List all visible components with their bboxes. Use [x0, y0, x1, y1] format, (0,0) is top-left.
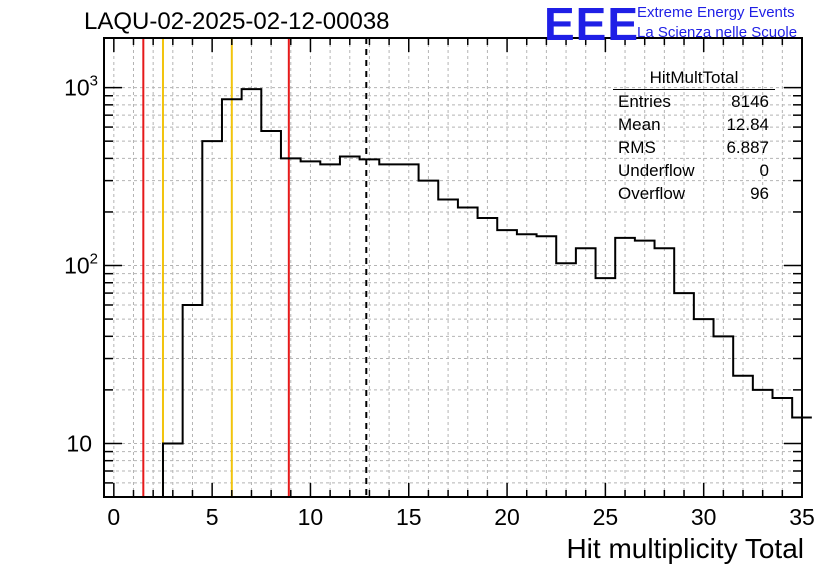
stats-row-overflow: Overflow 96: [613, 182, 775, 205]
stats-label: Underflow: [618, 161, 695, 180]
y-tick-label: 103: [64, 73, 98, 101]
stats-label: Mean: [618, 115, 661, 134]
stats-label: Entries: [618, 92, 671, 111]
y-tick-label: 10: [66, 430, 92, 456]
y-tick-label: 102: [64, 251, 98, 279]
x-tick-label: 10: [298, 504, 324, 530]
logo-subtitle-line1: Extreme Energy Events: [637, 4, 795, 21]
stats-title: HitMultTotal: [613, 67, 775, 90]
x-tick-label: 30: [691, 504, 717, 530]
stats-value: 8146: [731, 92, 769, 111]
stats-label: Overflow: [618, 184, 686, 203]
stats-label: RMS: [618, 138, 656, 157]
stats-box: HitMultTotal Entries 8146 Mean 12.84 RMS…: [613, 67, 775, 205]
histogram-series: [161, 88, 812, 497]
x-tick-label: 25: [593, 504, 619, 530]
x-tick-label: 0: [107, 504, 120, 530]
x-tick-label: 5: [206, 504, 219, 530]
x-axis-label: Hit multiplicity Total: [566, 533, 804, 564]
stats-value: 12.84: [726, 115, 769, 134]
plot-frame: [103, 37, 803, 498]
stats-row-rms: RMS 6.887: [613, 136, 775, 159]
x-tick-label: 35: [789, 504, 815, 530]
x-tick-label: 20: [494, 504, 520, 530]
eee-logo: EEE: [544, 0, 640, 50]
stats-value: 0: [759, 161, 769, 180]
stats-row-entries: Entries 8146: [613, 90, 775, 113]
stats-value: 6.887: [726, 138, 769, 157]
x-tick-label: 15: [396, 504, 422, 530]
stats-value: 96: [750, 184, 769, 203]
chart-title: LAQU-02-2025-02-12-00038: [84, 8, 390, 35]
stats-row-underflow: Underflow 0: [613, 159, 775, 182]
stats-row-mean: Mean 12.84: [613, 113, 775, 136]
logo-subtitle-line2: La Scienza nelle Scuole: [637, 24, 798, 41]
